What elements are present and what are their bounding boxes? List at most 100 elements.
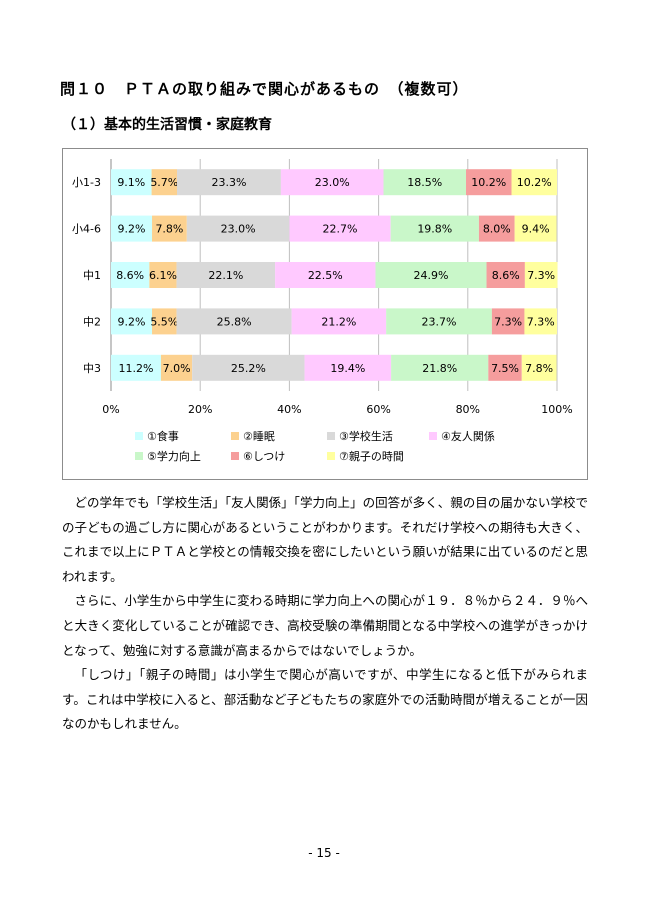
- bar-segment: [491, 308, 525, 335]
- bar-segment: [111, 169, 152, 196]
- legend-label: ②睡眠: [243, 430, 275, 443]
- data-label: 11.2%: [118, 362, 153, 375]
- data-label: 19.4%: [330, 362, 365, 375]
- bar-segment: [111, 262, 150, 288]
- data-label: 25.8%: [217, 315, 252, 328]
- bar-segment: [111, 308, 153, 335]
- category-label: 小4-6: [72, 223, 101, 236]
- bar-segment: [386, 308, 492, 335]
- bar-segment: [524, 262, 558, 288]
- data-label: 25.2%: [231, 362, 266, 375]
- x-tick-label: 80%: [456, 403, 480, 416]
- page-title: 問１０ ＰＴＡの取り組みで関心があるもの （複数可）: [60, 80, 469, 98]
- legend-swatch: [135, 452, 143, 460]
- bar-segment: [192, 354, 305, 381]
- legend-swatch: [231, 432, 239, 440]
- data-label: 10.2%: [517, 176, 552, 189]
- data-label: 24.9%: [414, 269, 449, 282]
- bar-segment: [375, 262, 487, 288]
- data-label: 7.8%: [155, 223, 183, 236]
- page-number: - 15 -: [308, 846, 340, 860]
- bar-segment: [111, 354, 161, 381]
- paragraph: どの学年でも「学校生活」「友人関係」「学力向上」の回答が多く、親の目の届かない学…: [62, 495, 588, 584]
- category-label: 中1: [83, 269, 101, 282]
- data-label: 23.7%: [422, 315, 457, 328]
- bar-segment: [186, 215, 290, 242]
- bar-segment: [152, 215, 187, 242]
- body-text: どの学年でも「学校生活」「友人関係」「学力向上」の回答が多く、親の目の届かない学…: [62, 491, 588, 737]
- stacked-bar-chart: 小1-3 9.1% 5.7% 23.3% 23.0% 18.5% 10.2% 10.2% 小4-…: [72, 159, 573, 463]
- data-label: 8.6%: [492, 269, 520, 282]
- bar-segment: [177, 169, 281, 196]
- bar-segment: [391, 354, 489, 381]
- bar-segment: [524, 308, 557, 335]
- paragraph: 「しつけ」「親子の時間」は小学生で関心が高いですが、中学生になると低下がみられま…: [62, 667, 588, 732]
- legend-label: ⑤学力向上: [147, 449, 201, 463]
- bar-segment: [280, 169, 384, 196]
- x-tick-label: 0%: [102, 403, 119, 416]
- data-label: 7.3%: [527, 315, 555, 328]
- data-label: 8.6%: [116, 269, 144, 282]
- bar-segment: [304, 354, 392, 381]
- data-label: 5.7%: [150, 176, 178, 189]
- bar-segment: [478, 215, 515, 242]
- x-tick-label: 60%: [366, 403, 390, 416]
- data-label: 7.0%: [163, 362, 191, 375]
- bar-segment: [383, 169, 467, 196]
- data-label: 22.1%: [208, 269, 243, 282]
- legend-swatch: [429, 432, 437, 440]
- section-subtitle: （１）基本的生活習慣・家庭教育: [62, 117, 272, 133]
- data-label: 23.3%: [211, 176, 246, 189]
- category-label: 中3: [83, 362, 101, 375]
- bar-segment: [176, 262, 276, 288]
- category-label: 小1-3: [72, 176, 101, 189]
- data-label: 9.2%: [118, 223, 146, 236]
- bar-segment: [152, 308, 177, 335]
- data-label: 23.0%: [315, 176, 350, 189]
- bar-segment: [390, 215, 479, 242]
- data-label: 7.3%: [494, 315, 522, 328]
- chart-frame: 小1-3 9.1% 5.7% 23.3% 23.0% 18.5% 10.2% 10.2% 小4-…: [62, 148, 588, 480]
- bar-segment: [151, 169, 178, 196]
- bar-segment: [511, 169, 557, 196]
- bar-segment: [111, 215, 153, 242]
- data-label: 9.2%: [118, 315, 146, 328]
- bar-segment: [275, 262, 376, 288]
- legend-swatch: [327, 432, 335, 440]
- data-label: 8.0%: [483, 223, 511, 236]
- data-label: 7.5%: [491, 362, 519, 375]
- data-label: 19.8%: [417, 223, 452, 236]
- data-label: 23.0%: [221, 223, 256, 236]
- bar-segment: [160, 354, 193, 381]
- legend-label: ⑦親子の時間: [339, 450, 404, 463]
- bar-segment: [514, 215, 557, 242]
- legend-swatch: [231, 452, 239, 460]
- data-label: 10.2%: [471, 176, 506, 189]
- bar-segment: [486, 262, 525, 288]
- x-tick-label: 40%: [277, 403, 301, 416]
- legend-label: ④友人関係: [441, 429, 495, 443]
- x-tick-label: 100%: [541, 403, 572, 416]
- legend-swatch: [135, 432, 143, 440]
- x-tick-label: 20%: [188, 403, 212, 416]
- data-label: 18.5%: [407, 176, 442, 189]
- legend-swatch: [327, 452, 335, 460]
- legend-label: ①食事: [147, 429, 179, 443]
- legend-label: ③学校生活: [339, 429, 393, 443]
- bar-segment: [149, 262, 177, 288]
- data-label: 6.1%: [149, 269, 177, 282]
- bar-segment: [466, 169, 512, 196]
- data-label: 21.2%: [321, 315, 356, 328]
- data-label: 7.3%: [527, 269, 555, 282]
- data-label: 22.7%: [323, 223, 358, 236]
- bar-segment: [488, 354, 522, 381]
- data-label: 21.8%: [422, 362, 457, 375]
- bar-segment: [521, 354, 557, 381]
- legend-label: ⑥しつけ: [243, 450, 285, 463]
- paragraph: さらに、小学生から中学生に変わる時期に学力向上への関心が１９．８％から２４．９％…: [62, 593, 588, 658]
- data-label: 7.8%: [525, 362, 553, 375]
- category-label: 中2: [83, 315, 101, 328]
- data-label: 5.5%: [150, 315, 178, 328]
- data-label: 9.4%: [522, 223, 550, 236]
- bar-segment: [176, 308, 292, 335]
